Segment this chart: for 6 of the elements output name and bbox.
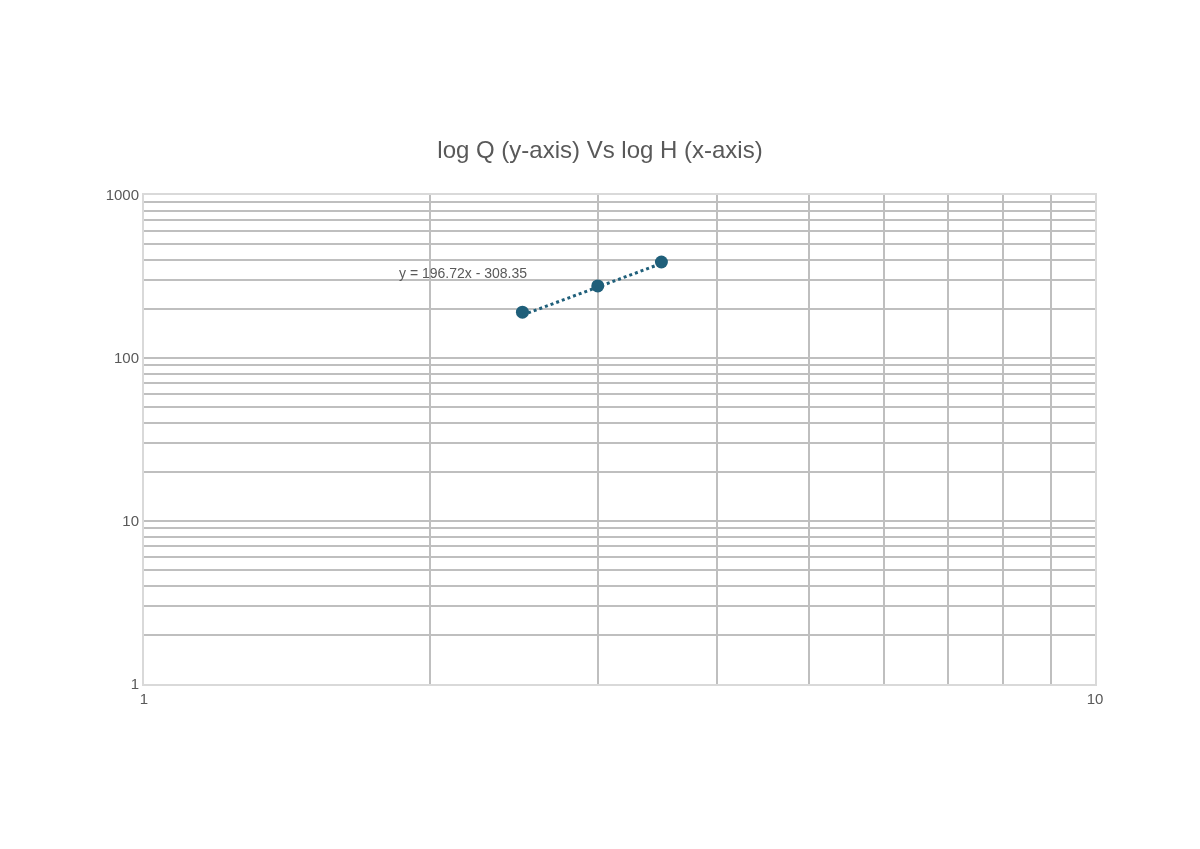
y-tick-label: 1000	[105, 186, 139, 204]
annotation: y = 196.72x - 308.35	[399, 265, 528, 281]
chart-title: log Q (y-axis) Vs log H (x-axis)	[437, 136, 763, 164]
y-tick-label: 100	[113, 349, 139, 367]
y-tick-label: 1	[130, 675, 139, 693]
y-tick-label: 10	[122, 512, 139, 530]
